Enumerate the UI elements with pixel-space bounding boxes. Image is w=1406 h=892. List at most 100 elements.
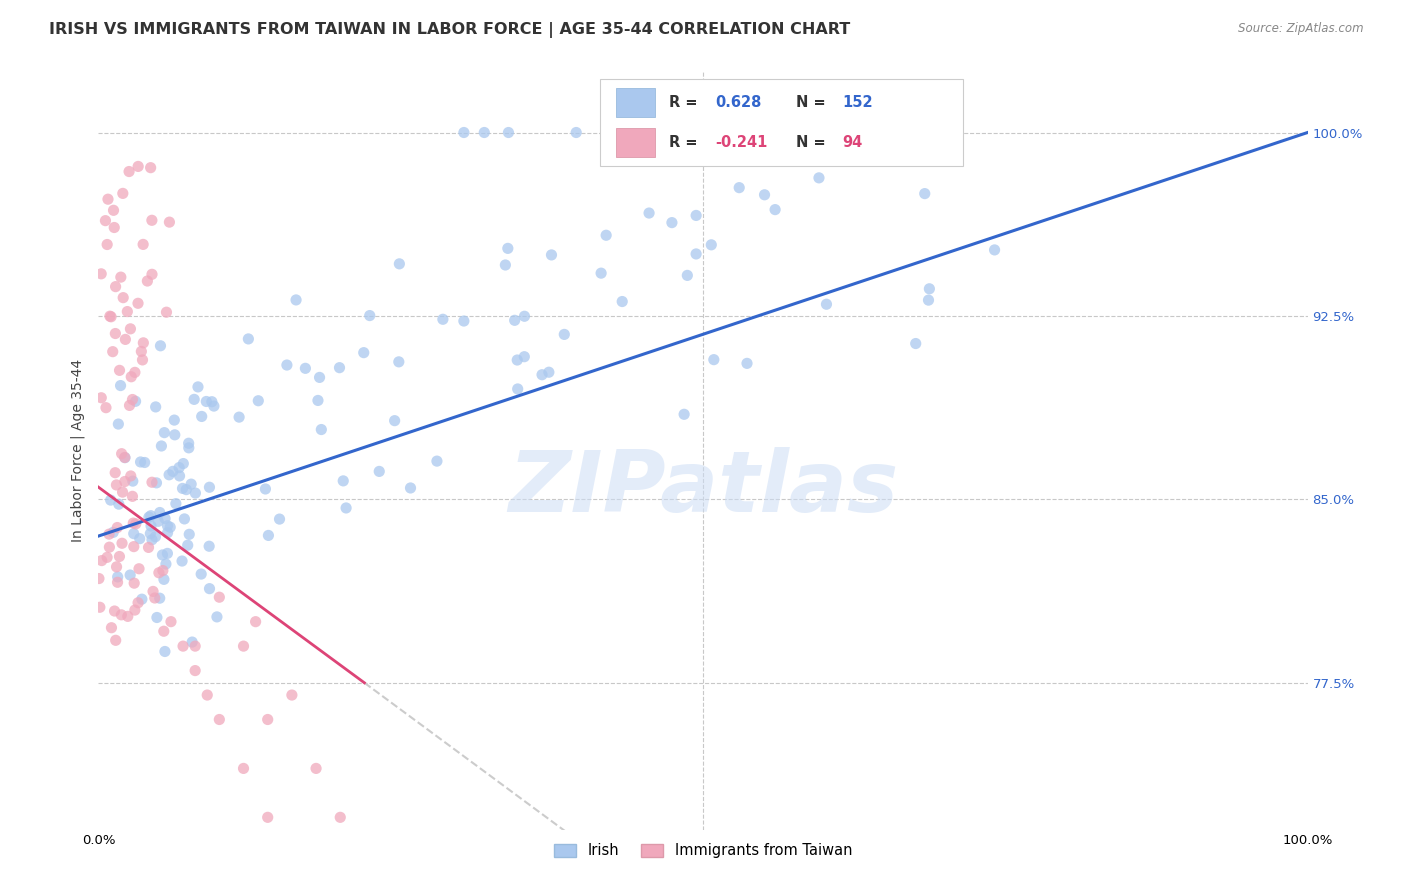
Point	[807, 170, 830, 185]
Point	[335, 500, 357, 515]
Point	[735, 356, 758, 370]
Point	[117, 609, 139, 624]
Point	[685, 209, 707, 223]
Point	[114, 450, 136, 465]
Point	[285, 293, 308, 307]
Point	[498, 126, 520, 140]
Point	[114, 475, 136, 489]
Point	[94, 213, 117, 227]
Point	[173, 512, 195, 526]
Point	[111, 447, 134, 461]
Point	[103, 525, 125, 540]
Point	[108, 497, 131, 511]
Point	[162, 464, 184, 478]
Point	[198, 539, 221, 553]
Point	[678, 126, 700, 140]
Point	[110, 270, 132, 285]
Point	[107, 575, 129, 590]
Point	[111, 186, 134, 201]
Point	[494, 258, 516, 272]
Point	[163, 413, 186, 427]
Bar	[616, 88, 655, 117]
Point	[591, 266, 613, 280]
Point	[238, 332, 260, 346]
Point	[685, 126, 707, 140]
Point	[110, 607, 132, 622]
Point	[104, 279, 127, 293]
Point	[139, 526, 162, 541]
Point	[136, 274, 159, 288]
Point	[100, 310, 122, 324]
Point	[125, 516, 148, 531]
Point	[121, 489, 143, 503]
Point	[110, 378, 132, 392]
Legend: Irish, Immigrants from Taiwan: Irish, Immigrants from Taiwan	[548, 838, 858, 864]
Point	[848, 126, 870, 140]
Point	[232, 639, 254, 653]
Point	[710, 126, 733, 140]
Point	[107, 570, 129, 584]
Point	[128, 532, 150, 546]
Point	[170, 554, 193, 568]
Point	[328, 360, 350, 375]
Point	[120, 322, 142, 336]
Point	[122, 576, 145, 591]
FancyBboxPatch shape	[600, 79, 963, 166]
Point	[100, 621, 122, 635]
Point	[141, 213, 163, 227]
Point	[513, 310, 536, 324]
Point	[114, 332, 136, 346]
Point	[121, 392, 143, 407]
Point	[107, 417, 129, 431]
Point	[132, 237, 155, 252]
Point	[108, 549, 131, 564]
Point	[138, 510, 160, 524]
Point	[638, 206, 661, 220]
Point	[472, 126, 495, 140]
Point	[165, 497, 187, 511]
Point	[183, 392, 205, 407]
Text: R =: R =	[669, 95, 703, 110]
Point	[90, 391, 112, 405]
Point	[132, 335, 155, 350]
Point	[232, 761, 254, 775]
Point	[307, 393, 329, 408]
Point	[797, 126, 820, 140]
Point	[453, 126, 475, 140]
Point	[108, 363, 131, 377]
Point	[772, 126, 794, 140]
Point	[152, 624, 174, 639]
Point	[167, 460, 190, 475]
Bar	[616, 128, 655, 157]
Point	[305, 761, 328, 775]
Text: 0.628: 0.628	[716, 95, 762, 110]
Point	[117, 304, 139, 318]
Point	[155, 557, 177, 571]
Point	[247, 393, 270, 408]
Point	[124, 603, 146, 617]
Point	[152, 564, 174, 578]
Point	[205, 610, 228, 624]
Point	[934, 126, 956, 140]
Point	[190, 409, 212, 424]
Point	[97, 192, 120, 206]
Point	[208, 591, 231, 605]
Point	[388, 257, 411, 271]
Point	[384, 414, 406, 428]
Point	[105, 478, 128, 492]
Point	[146, 610, 169, 624]
Point	[172, 457, 194, 471]
Point	[98, 309, 121, 323]
Point	[332, 474, 354, 488]
Point	[139, 519, 162, 533]
Point	[432, 312, 454, 326]
Point	[114, 450, 136, 465]
Point	[638, 126, 661, 140]
Point	[122, 526, 145, 541]
Point	[311, 423, 333, 437]
Point	[728, 180, 751, 194]
Point	[139, 161, 162, 175]
Point	[111, 536, 134, 550]
Point	[399, 481, 422, 495]
Point	[208, 713, 231, 727]
